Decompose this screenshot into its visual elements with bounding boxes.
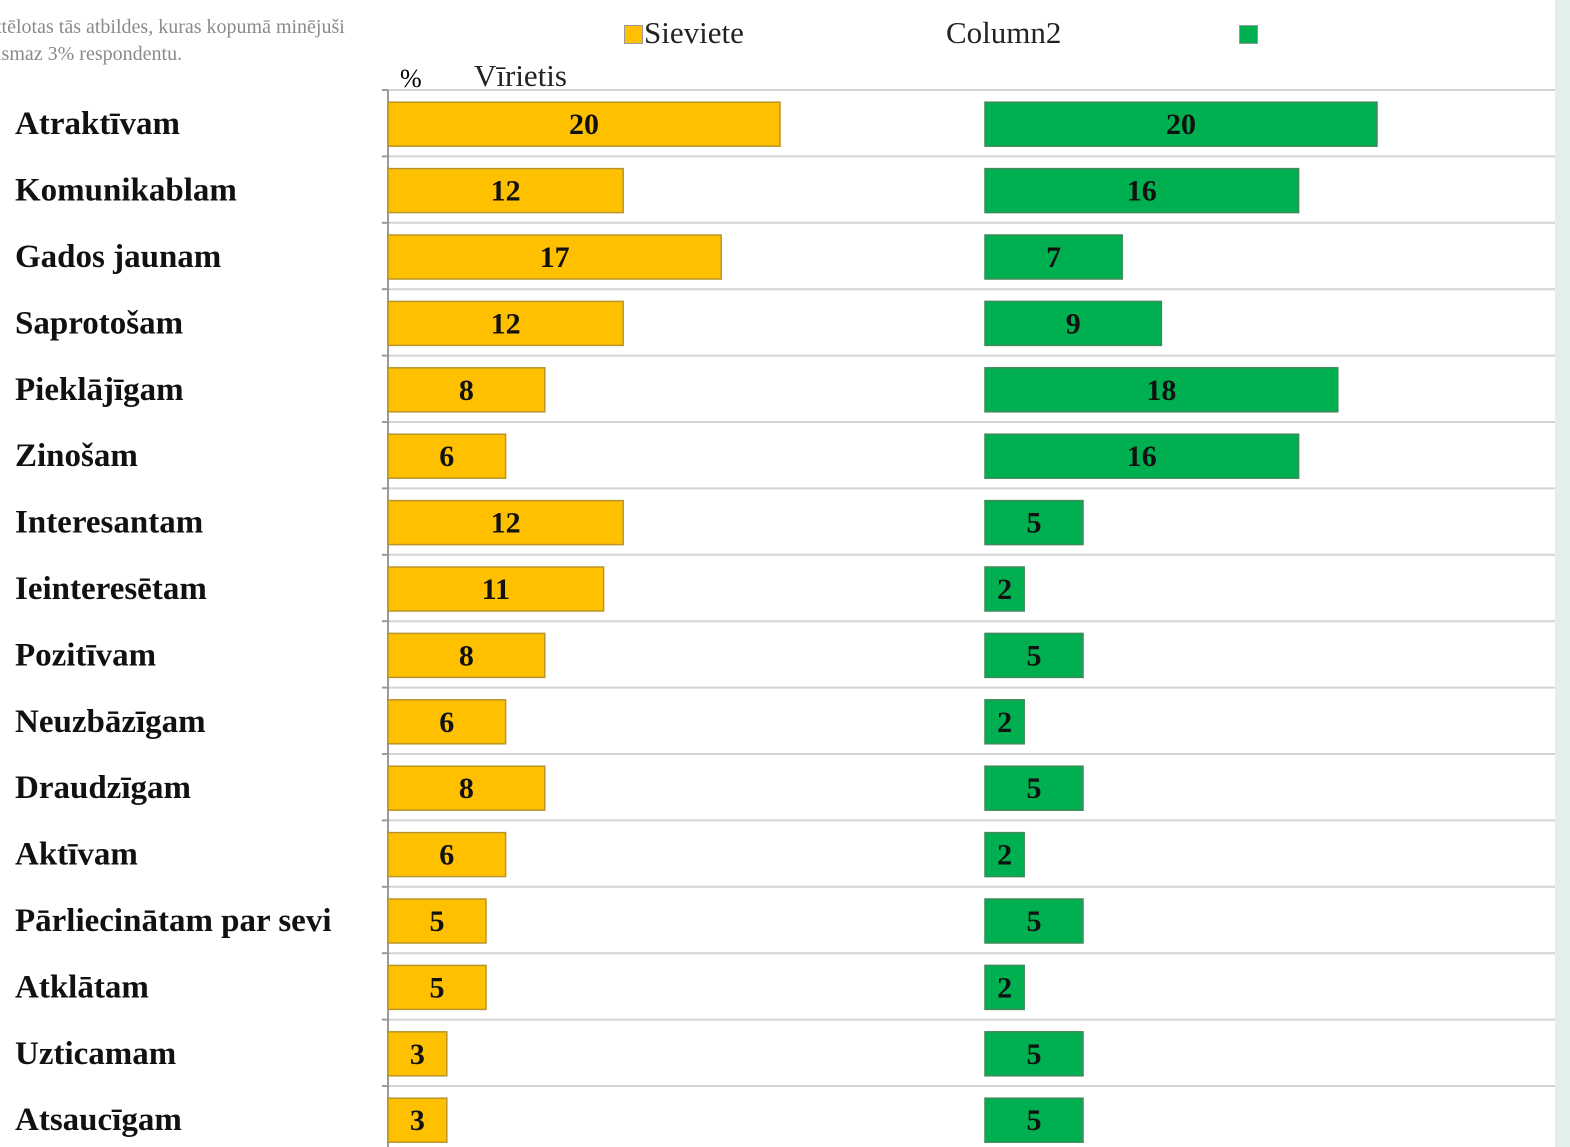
data-label: 8	[459, 374, 474, 407]
bar-sieviete	[387, 1031, 448, 1077]
bar-sieviete	[387, 831, 507, 878]
category-label: Atraktīvam	[15, 106, 180, 142]
bar-sieviete	[387, 566, 605, 612]
bar-sieviete	[387, 765, 546, 811]
bar-sieviete	[387, 964, 487, 1011]
legend-swatch-green	[1239, 25, 1258, 44]
category-label: Saprotošam	[15, 305, 183, 341]
data-label: 5	[1027, 507, 1042, 540]
legend-swatch-sieviete	[624, 25, 643, 44]
bar-virietis	[984, 367, 1339, 413]
bar-sieviete	[387, 433, 507, 479]
category-axis	[382, 89, 389, 1147]
bar-virietis	[984, 167, 1300, 214]
data-label: 5	[430, 905, 445, 938]
data-label: 5	[1027, 639, 1042, 672]
data-label: 20	[1166, 108, 1196, 141]
category-label: Zinošam	[15, 438, 138, 474]
data-label: 5	[430, 971, 445, 1004]
bar-virietis	[984, 234, 1123, 280]
category-label: Neuzbāzīgam	[15, 704, 206, 740]
bar-virietis	[984, 898, 1084, 944]
bar-virietis	[984, 300, 1163, 347]
data-label: 2	[997, 706, 1012, 739]
gridlines	[388, 89, 1555, 1087]
bar-virietis	[984, 831, 1025, 878]
bar-sieviete	[387, 300, 624, 347]
category-labels: Atraktīvam Komunikablam Gados jaunam Saprot…	[15, 106, 332, 1138]
bar-virietis	[984, 964, 1025, 1011]
data-label: 9	[1066, 307, 1081, 340]
bar-virietis	[984, 1031, 1084, 1077]
category-label: Ieinteresētam	[15, 571, 207, 607]
category-label: Interesantam	[15, 505, 203, 541]
data-label: 18	[1146, 374, 1176, 407]
bar-virietis	[984, 699, 1025, 745]
data-label: 5	[1027, 1038, 1042, 1071]
bar-sieviete	[387, 499, 624, 546]
bar-sieviete	[387, 699, 507, 745]
data-label: 3	[410, 1104, 425, 1137]
data-label: 6	[439, 706, 454, 739]
category-label: Atsaucīgam	[15, 1102, 182, 1138]
data-label: 2	[997, 573, 1012, 606]
bars: 2012171286121186865533201679181652525252…	[387, 101, 1378, 1143]
bar-sieviete	[387, 234, 722, 280]
legend-label-sieviete: Sieviete	[644, 15, 744, 50]
bar-sieviete	[387, 898, 487, 944]
category-label: Aktīvam	[15, 837, 138, 873]
data-label: 12	[491, 507, 521, 540]
category-label: Pozitīvam	[15, 637, 156, 673]
legend-label-column2: Column2	[946, 15, 1062, 50]
axis-unit-label: %	[400, 64, 422, 93]
data-label: 8	[459, 772, 474, 805]
category-label: Uzticamam	[15, 1036, 176, 1072]
data-label: 12	[491, 175, 521, 208]
bar-sieviete	[387, 1097, 448, 1143]
data-label: 12	[491, 307, 521, 340]
data-label: 5	[1027, 905, 1042, 938]
category-label: Atklātam	[15, 969, 149, 1005]
category-label: Pieklājīgam	[15, 372, 184, 408]
data-label: 11	[482, 573, 510, 606]
category-label: Draudzīgam	[15, 770, 191, 806]
data-label: 17	[540, 241, 570, 274]
bar-sieviete	[387, 101, 781, 147]
data-label: 16	[1127, 440, 1157, 473]
bar-virietis	[984, 499, 1084, 546]
category-label: Gados jaunam	[15, 239, 221, 275]
bar-virietis	[984, 1097, 1084, 1143]
bar-virietis	[984, 566, 1025, 612]
data-label: 16	[1127, 175, 1157, 208]
legend-label-virietis: Vīrietis	[474, 58, 567, 93]
data-label: 20	[569, 108, 599, 141]
bar-sieviete	[387, 632, 546, 679]
bar-virietis	[984, 101, 1378, 147]
bar-virietis	[984, 433, 1300, 479]
bar-sieviete	[387, 367, 546, 413]
bar-sieviete	[387, 167, 624, 214]
chart-note: ttēlotas tās atbildes, kuras kopumā minē…	[0, 16, 345, 65]
data-label: 5	[1027, 772, 1042, 805]
data-label: 5	[1027, 1104, 1042, 1137]
bar-virietis	[984, 765, 1084, 811]
bar-virietis	[984, 632, 1084, 679]
data-label: 3	[410, 1038, 425, 1071]
data-label: 2	[997, 971, 1012, 1004]
data-label: 6	[439, 440, 454, 473]
category-label: Pārliecinātam par sevi	[15, 903, 332, 939]
data-label: 8	[459, 639, 474, 672]
edge-strip	[1555, 0, 1570, 1147]
data-label: 6	[439, 839, 454, 872]
data-label: 2	[997, 839, 1012, 872]
data-label: 7	[1046, 241, 1061, 274]
category-label: Komunikablam	[15, 173, 237, 209]
